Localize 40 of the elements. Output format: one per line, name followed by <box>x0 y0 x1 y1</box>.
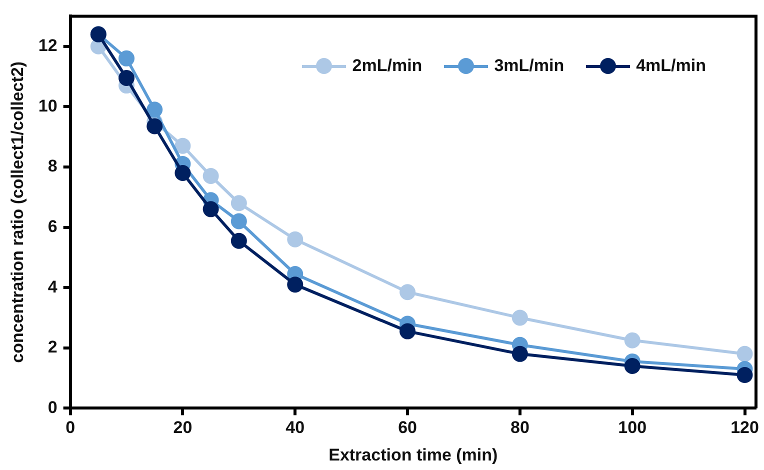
point <box>512 346 528 362</box>
y-axis-title: concentration ratio (collect1/collect2) <box>8 62 27 363</box>
y-tick-label: 12 <box>38 36 58 56</box>
legend-label: 2mL/min <box>352 56 422 76</box>
point <box>287 276 304 293</box>
point <box>736 367 753 384</box>
legend-label: 4mL/min <box>636 56 706 76</box>
x-tick-label: 80 <box>510 418 530 438</box>
point <box>624 332 640 348</box>
point <box>118 70 135 86</box>
x-tick-label: 100 <box>618 418 647 438</box>
x-tick-label: 120 <box>730 418 759 438</box>
x-tick-label: 0 <box>66 418 76 438</box>
x-tick-label: 20 <box>173 418 192 438</box>
y-tick-label: 0 <box>48 398 58 417</box>
point <box>202 201 219 218</box>
y-tick-label: 2 <box>48 338 58 357</box>
x-axis-title: Extraction time (min) <box>328 445 498 464</box>
point <box>512 310 528 326</box>
point <box>146 102 163 118</box>
point <box>624 358 640 374</box>
point <box>287 231 304 248</box>
point <box>174 138 191 154</box>
x-tick-label: 40 <box>286 418 305 438</box>
point <box>202 168 219 184</box>
y-tick-label: 10 <box>38 96 58 116</box>
point <box>230 213 247 230</box>
y-tick-label: 6 <box>48 216 58 236</box>
point <box>230 195 247 212</box>
y-tick-label: 8 <box>48 156 58 176</box>
point <box>230 232 247 249</box>
legend-label: 3mL/min <box>494 56 564 76</box>
point <box>146 118 163 134</box>
point <box>174 165 191 181</box>
point <box>400 284 416 300</box>
x-tick-label: 60 <box>398 418 417 438</box>
point <box>736 346 753 362</box>
point <box>400 323 416 340</box>
point <box>118 50 135 66</box>
y-tick-label: 4 <box>48 277 58 296</box>
